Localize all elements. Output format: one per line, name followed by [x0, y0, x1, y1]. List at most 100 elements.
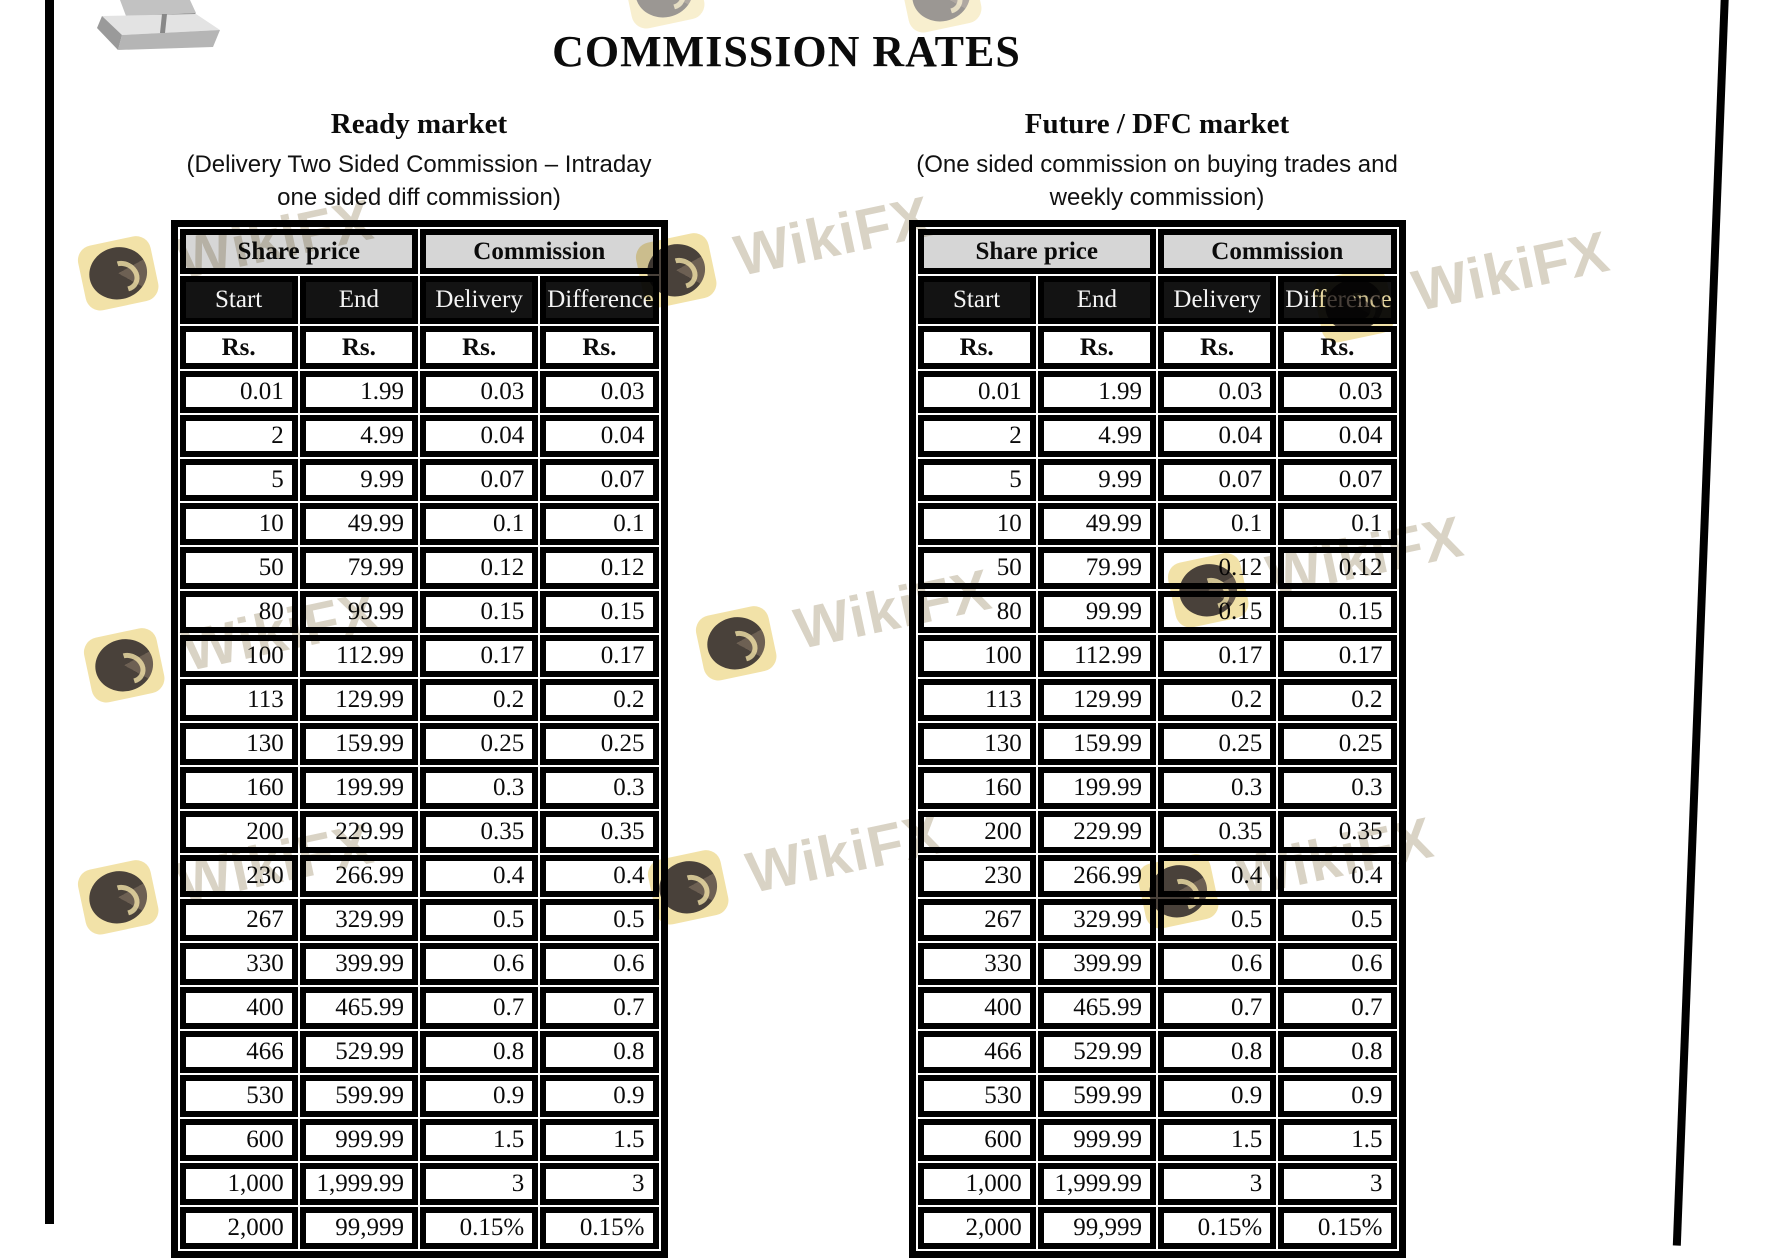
- table-cell: 267: [917, 899, 1036, 941]
- table-cell: 4.99: [299, 415, 418, 457]
- table-row: 113 129.99 0.2 0.2: [917, 679, 1397, 721]
- table-row: 466 529.99 0.8 0.8: [917, 1031, 1397, 1073]
- table-cell: 0.8: [1278, 1031, 1397, 1073]
- table-row: 200 229.99 0.35 0.35: [179, 811, 659, 853]
- table-cell: 530: [179, 1075, 298, 1117]
- table-cell: 0.17: [1158, 635, 1277, 677]
- table-cell: 112.99: [299, 635, 418, 677]
- table-row: 267 329.99 0.5 0.5: [179, 899, 659, 941]
- future-dfc-market-section: Future / DFC market (One sided commissio…: [857, 108, 1457, 1258]
- table-cell: 529.99: [299, 1031, 418, 1073]
- table-cell: 0.9: [420, 1075, 539, 1117]
- table-cell: 466: [917, 1031, 1036, 1073]
- table-row: 230 266.99 0.4 0.4: [179, 855, 659, 897]
- table-cell: 0.3: [540, 767, 659, 809]
- table-cell: 113: [917, 679, 1036, 721]
- table-row: 200 229.99 0.35 0.35: [917, 811, 1397, 853]
- table-cell: 79.99: [299, 547, 418, 589]
- table-cell: 199.99: [1037, 767, 1156, 809]
- table-cell: 129.99: [1037, 679, 1156, 721]
- table-cell: 0.03: [1158, 371, 1277, 413]
- page-border-right: [1672, 0, 1730, 1246]
- table-cell: 0.17: [1278, 635, 1397, 677]
- future-dfc-market-title: Future / DFC market: [1024, 108, 1290, 140]
- table-cell: 266.99: [1037, 855, 1156, 897]
- table-cell: 0.25: [1278, 723, 1397, 765]
- col-header-difference: Difference: [1278, 276, 1397, 324]
- table-cell: 0.12: [1278, 547, 1397, 589]
- table-cell: 0.8: [540, 1031, 659, 1073]
- table-cell: 3: [1158, 1163, 1277, 1205]
- table-cell: 0.15%: [1278, 1207, 1397, 1249]
- table-cell: 0.7: [420, 987, 539, 1029]
- table-cell: 0.15%: [420, 1207, 539, 1249]
- table-cell: 0.15: [540, 591, 659, 633]
- table-row: 100 112.99 0.17 0.17: [179, 635, 659, 677]
- unit-cell: Rs.: [420, 326, 539, 369]
- table-cell: 229.99: [299, 811, 418, 853]
- table-cell: 10: [179, 503, 298, 545]
- table-cell: 9.99: [299, 459, 418, 501]
- table-cell: 0.2: [420, 679, 539, 721]
- table-cell: 0.15%: [540, 1207, 659, 1249]
- table-cell: 0.04: [1278, 415, 1397, 457]
- table-cell: 1.5: [1158, 1119, 1277, 1161]
- table-cell: 0.6: [1158, 943, 1277, 985]
- table-cell: 0.25: [1158, 723, 1277, 765]
- table-row: 160 199.99 0.3 0.3: [179, 767, 659, 809]
- table-row: 2,000 99,999 0.15% 0.15%: [179, 1207, 659, 1249]
- table-cell: 0.6: [540, 943, 659, 985]
- table-cell: 0.01: [179, 371, 298, 413]
- table-row: 400 465.99 0.7 0.7: [917, 987, 1397, 1029]
- future-dfc-market-subtitle: (One sided commission on buying trades a…: [916, 151, 1398, 211]
- table-cell: 4.99: [1037, 415, 1156, 457]
- table-cell: 159.99: [1037, 723, 1156, 765]
- col-header-difference: Difference: [540, 276, 659, 324]
- col-header-end: End: [299, 276, 418, 324]
- table-cell: 0.07: [1158, 459, 1277, 501]
- table-cell: 0.03: [1278, 371, 1397, 413]
- table-cell: 1.99: [299, 371, 418, 413]
- col-header-end: End: [1037, 276, 1156, 324]
- table-row: 5 9.99 0.07 0.07: [917, 459, 1397, 501]
- table-cell: 599.99: [299, 1075, 418, 1117]
- table-cell: 3: [540, 1163, 659, 1205]
- table-row: 600 999.99 1.5 1.5: [179, 1119, 659, 1161]
- table-cell: 200: [179, 811, 298, 853]
- table-row: 0.01 1.99 0.03 0.03: [179, 371, 659, 413]
- table-row: 80 99.99 0.15 0.15: [917, 591, 1397, 633]
- table-cell: 0.35: [1158, 811, 1277, 853]
- table-cell: 530: [917, 1075, 1036, 1117]
- table-cell: 2,000: [179, 1207, 298, 1249]
- table-cell: 0.1: [1158, 503, 1277, 545]
- table-row: 230 266.99 0.4 0.4: [917, 855, 1397, 897]
- ready-market-title: Ready market: [330, 108, 508, 140]
- unit-cell: Rs.: [1037, 326, 1156, 369]
- table-cell: 0.7: [1158, 987, 1277, 1029]
- table-cell: 230: [179, 855, 298, 897]
- table-cell: 0.15: [1158, 591, 1277, 633]
- table-cell: 0.6: [420, 943, 539, 985]
- table-cell: 400: [179, 987, 298, 1029]
- table-cell: 0.07: [1278, 459, 1397, 501]
- table-cell: 465.99: [299, 987, 418, 1029]
- table-row: 160 199.99 0.3 0.3: [917, 767, 1397, 809]
- unit-cell: Rs.: [917, 326, 1036, 369]
- ready-market-section: Ready market (Delivery Two Sided Commiss…: [119, 108, 719, 1258]
- table-row: 5 9.99 0.07 0.07: [179, 459, 659, 501]
- unit-cell: Rs.: [179, 326, 298, 369]
- table-cell: 0.4: [420, 855, 539, 897]
- table-cell: 0.6: [1278, 943, 1397, 985]
- table-cell: 0.12: [1158, 547, 1277, 589]
- table-cell: 0.04: [1158, 415, 1277, 457]
- table-cell: 0.35: [1278, 811, 1397, 853]
- table-cell: 0.3: [420, 767, 539, 809]
- table-cell: 0.2: [1278, 679, 1397, 721]
- table-row: 130 159.99 0.25 0.25: [179, 723, 659, 765]
- col-header-delivery: Delivery: [1158, 276, 1277, 324]
- table-cell: 2: [179, 415, 298, 457]
- future-dfc-market-table: Share price Commission Start End Deliver…: [908, 220, 1406, 1258]
- table-cell: 0.4: [1158, 855, 1277, 897]
- table-cell: 600: [917, 1119, 1036, 1161]
- table-row: 50 79.99 0.12 0.12: [917, 547, 1397, 589]
